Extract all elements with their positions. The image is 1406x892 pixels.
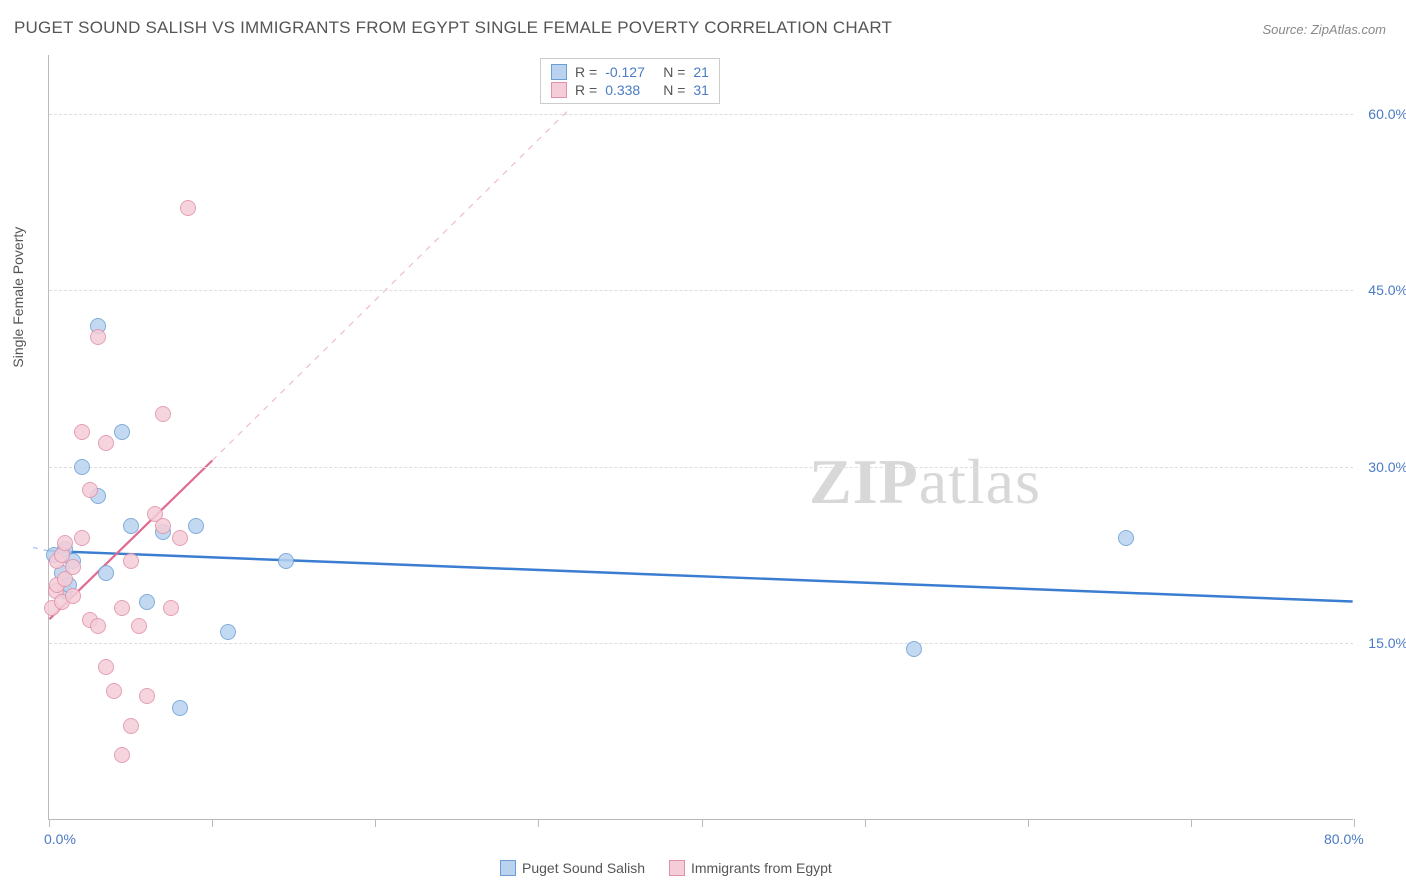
- x-tick: [375, 819, 376, 827]
- n-value: 31: [693, 82, 709, 98]
- legend-swatch: [500, 860, 516, 876]
- gridline-h: [49, 114, 1353, 115]
- x-tick: [1028, 819, 1029, 827]
- legend-swatch: [551, 82, 567, 98]
- data-point: [98, 565, 114, 581]
- x-tick-label: 80.0%: [1324, 831, 1364, 847]
- x-tick: [1354, 819, 1355, 827]
- gridline-h: [49, 467, 1353, 468]
- data-point: [123, 553, 139, 569]
- data-point: [74, 530, 90, 546]
- data-point: [123, 718, 139, 734]
- legend-stats: R = -0.127 N = 21 R = 0.338 N = 31: [540, 58, 720, 104]
- data-point: [163, 600, 179, 616]
- data-point: [98, 659, 114, 675]
- data-point: [65, 559, 81, 575]
- legend-stat-row: R = 0.338 N = 31: [551, 81, 709, 99]
- source-label: Source: ZipAtlas.com: [1262, 22, 1386, 37]
- data-point: [131, 618, 147, 634]
- x-tick: [212, 819, 213, 827]
- legend-label: Immigrants from Egypt: [691, 860, 832, 876]
- data-point: [74, 459, 90, 475]
- data-point: [906, 641, 922, 657]
- data-point: [114, 600, 130, 616]
- data-point: [278, 553, 294, 569]
- data-point: [114, 424, 130, 440]
- data-point: [172, 530, 188, 546]
- legend-label: Puget Sound Salish: [522, 860, 645, 876]
- legend-swatch: [551, 64, 567, 80]
- gridline-h: [49, 290, 1353, 291]
- data-point: [155, 406, 171, 422]
- data-point: [155, 518, 171, 534]
- n-label: N =: [663, 64, 685, 80]
- r-label: R =: [575, 64, 597, 80]
- x-tick: [49, 819, 50, 827]
- x-tick: [865, 819, 866, 827]
- legend-item: Puget Sound Salish: [500, 860, 645, 876]
- y-tick-label: 60.0%: [1368, 106, 1406, 122]
- y-tick-label: 45.0%: [1368, 282, 1406, 298]
- data-point: [90, 618, 106, 634]
- data-point: [188, 518, 204, 534]
- data-point: [106, 683, 122, 699]
- legend-stat-row: R = -0.127 N = 21: [551, 63, 709, 81]
- legend-series: Puget Sound Salish Immigrants from Egypt: [500, 860, 832, 876]
- correlation-chart: PUGET SOUND SALISH VS IMMIGRANTS FROM EG…: [0, 0, 1406, 892]
- data-point: [220, 624, 236, 640]
- data-point: [90, 329, 106, 345]
- data-point: [1118, 530, 1134, 546]
- data-point: [82, 482, 98, 498]
- data-point: [172, 700, 188, 716]
- data-point: [98, 435, 114, 451]
- y-tick-label: 15.0%: [1368, 635, 1406, 651]
- y-axis-label: Single Female Poverty: [10, 227, 26, 368]
- legend-swatch: [669, 860, 685, 876]
- data-point: [123, 518, 139, 534]
- data-point: [139, 594, 155, 610]
- n-label: N =: [663, 82, 685, 98]
- trend-lines: [49, 55, 1353, 819]
- x-tick: [538, 819, 539, 827]
- x-tick: [1191, 819, 1192, 827]
- x-tick-label: 0.0%: [44, 831, 76, 847]
- n-value: 21: [693, 64, 709, 80]
- data-point: [139, 688, 155, 704]
- data-point: [74, 424, 90, 440]
- data-point: [65, 588, 81, 604]
- legend-item: Immigrants from Egypt: [669, 860, 832, 876]
- data-point: [57, 535, 73, 551]
- data-point: [114, 747, 130, 763]
- r-value: 0.338: [605, 82, 655, 98]
- gridline-h: [49, 643, 1353, 644]
- data-point: [180, 200, 196, 216]
- chart-title: PUGET SOUND SALISH VS IMMIGRANTS FROM EG…: [14, 18, 892, 38]
- y-tick-label: 30.0%: [1368, 459, 1406, 475]
- r-label: R =: [575, 82, 597, 98]
- x-tick: [702, 819, 703, 827]
- plot-area: ZIPatlas 15.0%30.0%45.0%60.0%0.0%80.0%: [48, 55, 1353, 820]
- r-value: -0.127: [605, 64, 655, 80]
